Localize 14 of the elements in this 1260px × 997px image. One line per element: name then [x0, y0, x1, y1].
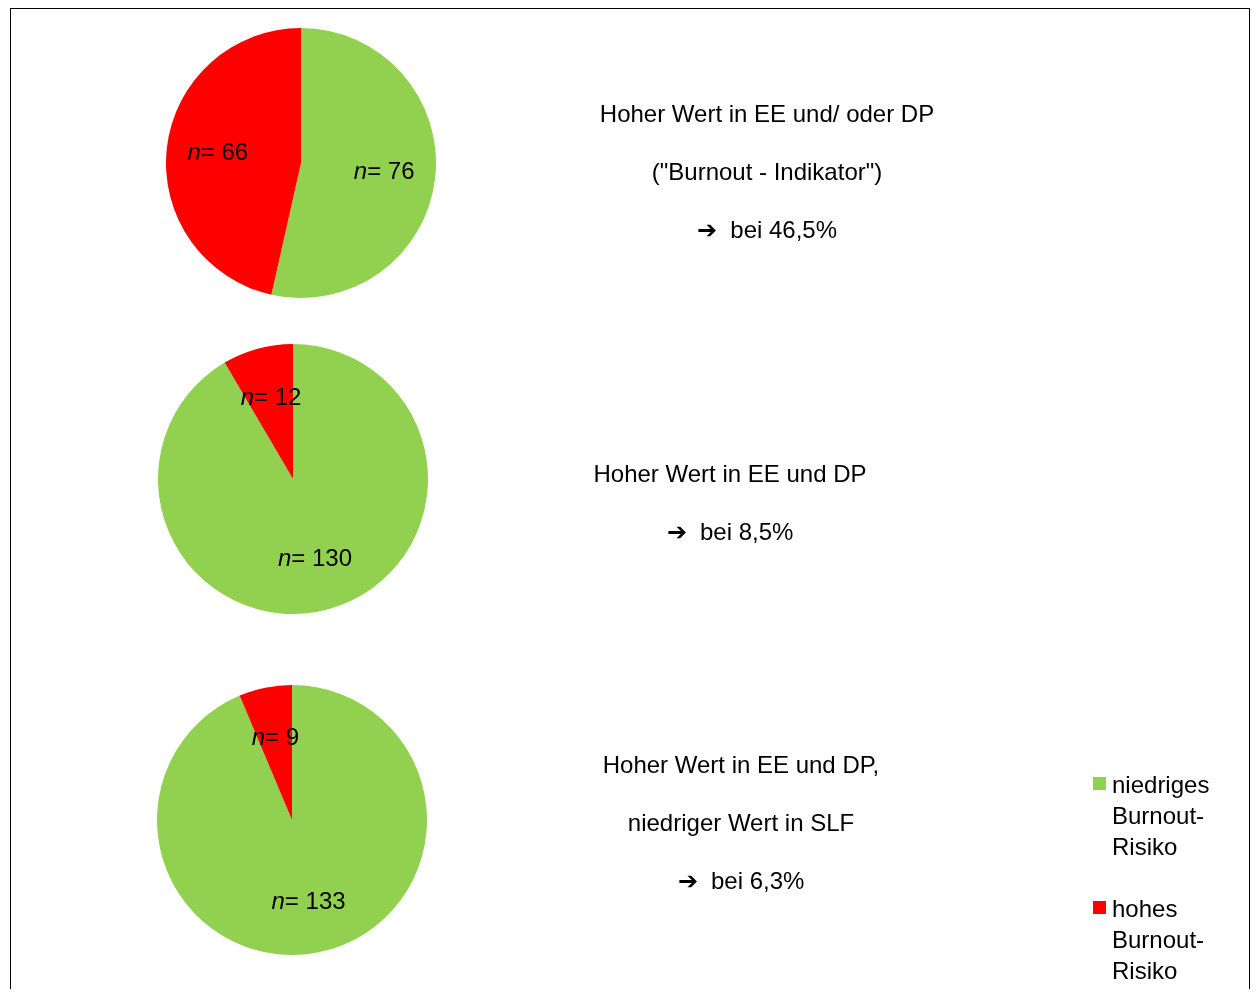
text: Hoher Wert in EE und DP — [592, 459, 868, 489]
data-label: n= 66 — [187, 138, 249, 166]
text: Hoher Wert in EE und/ oder DP — [598, 99, 936, 129]
legend-label: hohes Burnout-Risiko — [1112, 894, 1205, 986]
text: ("Burnout - Indikator") — [650, 157, 884, 187]
data-label: n= 130 — [277, 544, 353, 572]
text: ➔ bei 46,5% — [695, 215, 839, 245]
text: ➔ bei 6,3% — [676, 866, 806, 896]
data-label: n= 76 — [353, 156, 415, 184]
legend-label: niedriges Burnout-Risiko — [1112, 770, 1210, 862]
text: Hoher Wert in EE und DP, — [601, 750, 881, 780]
text: ➔ bei 8,5% — [665, 517, 795, 547]
data-label: n= 133 — [271, 886, 346, 914]
text: niedriger Wert in SLF — [626, 808, 856, 838]
